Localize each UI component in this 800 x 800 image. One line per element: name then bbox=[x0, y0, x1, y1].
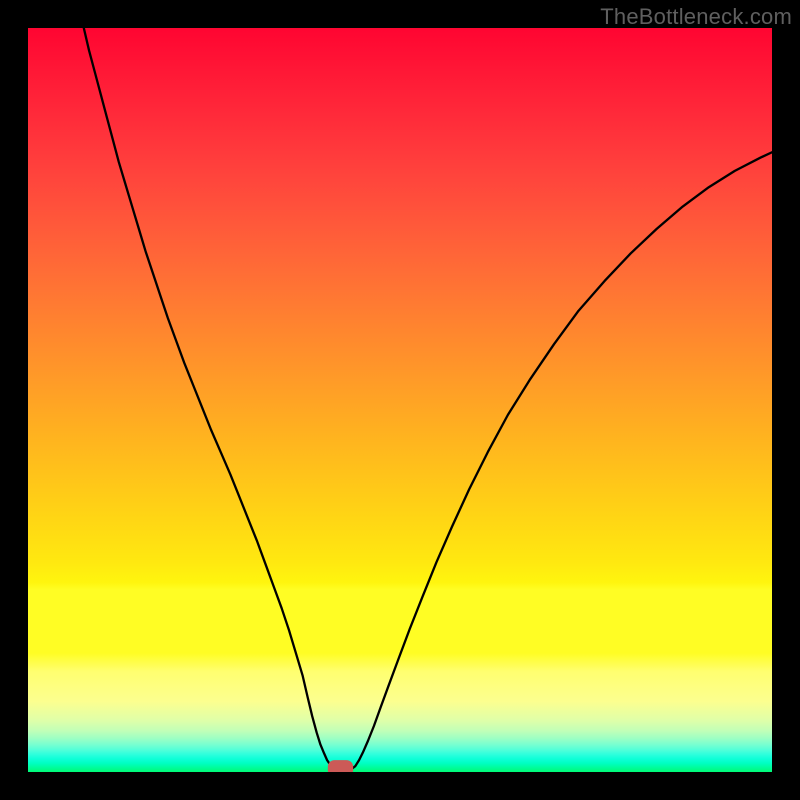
plot-area bbox=[28, 28, 772, 772]
minimum-marker bbox=[328, 760, 353, 772]
watermark-text: TheBottleneck.com bbox=[600, 4, 792, 30]
chart-frame: TheBottleneck.com bbox=[0, 0, 800, 800]
bottleneck-chart bbox=[28, 28, 772, 772]
chart-background bbox=[28, 28, 772, 772]
